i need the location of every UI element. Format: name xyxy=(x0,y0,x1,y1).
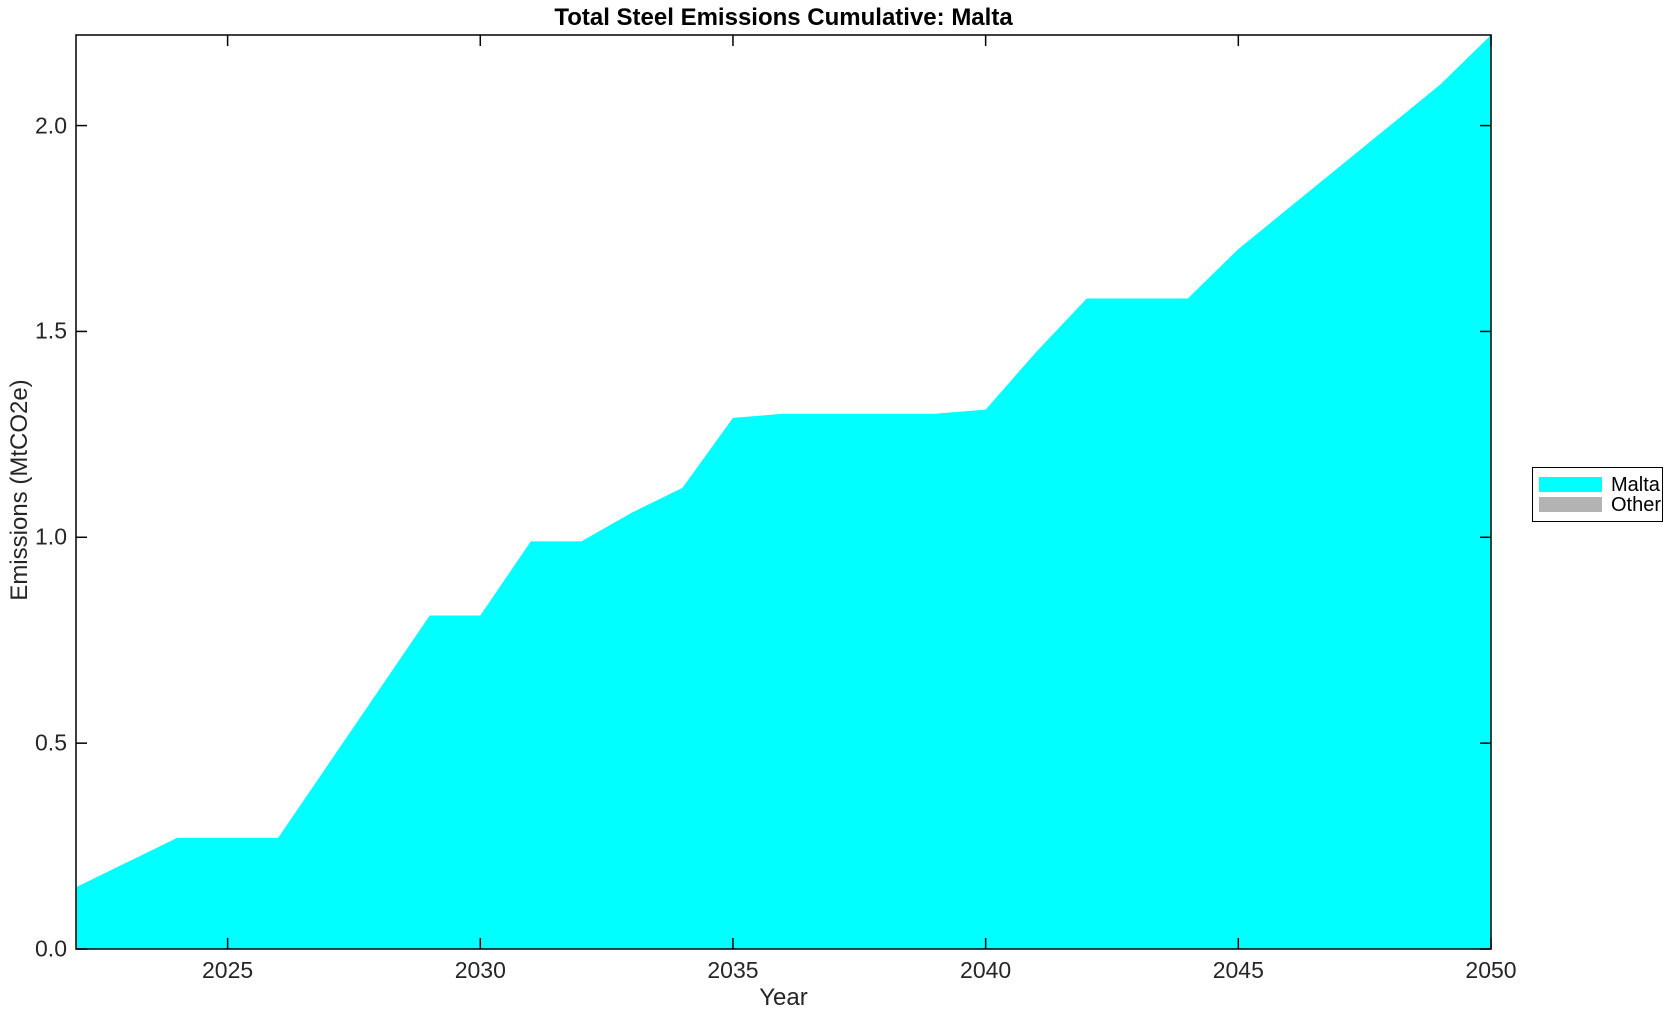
legend: Malta Other xyxy=(1532,467,1663,522)
x-axis-label: Year xyxy=(759,984,808,1011)
legend-label: Malta xyxy=(1611,473,1660,496)
y-tick-label: 0.0 xyxy=(35,935,67,962)
plot-border xyxy=(75,34,1492,950)
legend-swatch-malta xyxy=(1539,477,1602,492)
x-tick-label: 2040 xyxy=(960,957,1012,983)
y-tick-label: 2.0 xyxy=(35,112,67,139)
legend-swatch-other xyxy=(1539,497,1602,512)
x-tick-label: 2030 xyxy=(454,957,506,983)
x-tick-label: 2025 xyxy=(202,957,254,983)
y-tick-label: 1.0 xyxy=(35,523,67,550)
y-axis-label: Emissions (MtCO2e) xyxy=(6,379,33,601)
x-tick-label: 2035 xyxy=(707,957,759,983)
x-tick-label: 2050 xyxy=(1465,957,1517,983)
legend-entries: Malta Other xyxy=(1539,475,1661,515)
x-tick-label: 2045 xyxy=(1212,957,1264,983)
legend-entry: Malta xyxy=(1539,475,1660,495)
legend-label: Other xyxy=(1611,493,1662,516)
chart-title: Total Steel Emissions Cumulative: Malta xyxy=(554,4,1013,31)
y-tick-label: 0.5 xyxy=(35,729,67,756)
area-series-malta xyxy=(76,35,1491,949)
legend-entry: Other xyxy=(1539,495,1661,515)
y-tick-label: 1.5 xyxy=(35,317,67,344)
